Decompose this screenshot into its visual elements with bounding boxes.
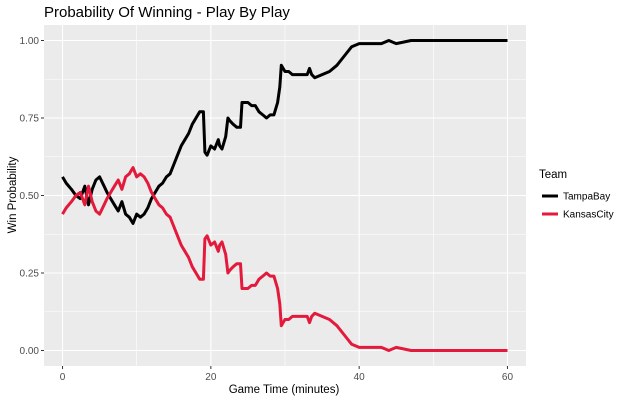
x-axis-title: Game Time (minutes) [229,384,340,396]
legend: Team TampaBay KansasCity [539,169,614,221]
x-axis: 0 20 40 60 [60,366,514,383]
y-tick-label: 0.25 [20,269,40,280]
major-gridlines [44,25,526,366]
series-lines [61,39,508,352]
series-line-kansascity [61,166,508,352]
y-tick-label: 0.75 [20,114,40,125]
y-tick-label: 0.00 [20,346,40,357]
y-tick-label: 1.00 [20,36,40,47]
legend-title: Team [539,169,567,181]
y-axis: 0.00 0.25 0.50 0.75 1.00 [20,36,44,357]
legend-label-kansascity: KansasCity [563,210,614,221]
x-tick-label: 20 [205,372,217,383]
y-axis-title: Win Probability [7,156,19,233]
legend-label-tampabay: TampaBay [563,192,610,203]
series-line-tampabay [61,39,508,225]
y-tick-label: 0.50 [20,191,40,202]
x-tick-label: 40 [354,372,366,383]
chart-title: Probability Of Winning - Play By Play [44,4,290,21]
x-tick-label: 0 [60,372,66,383]
x-tick-label: 60 [502,372,514,383]
